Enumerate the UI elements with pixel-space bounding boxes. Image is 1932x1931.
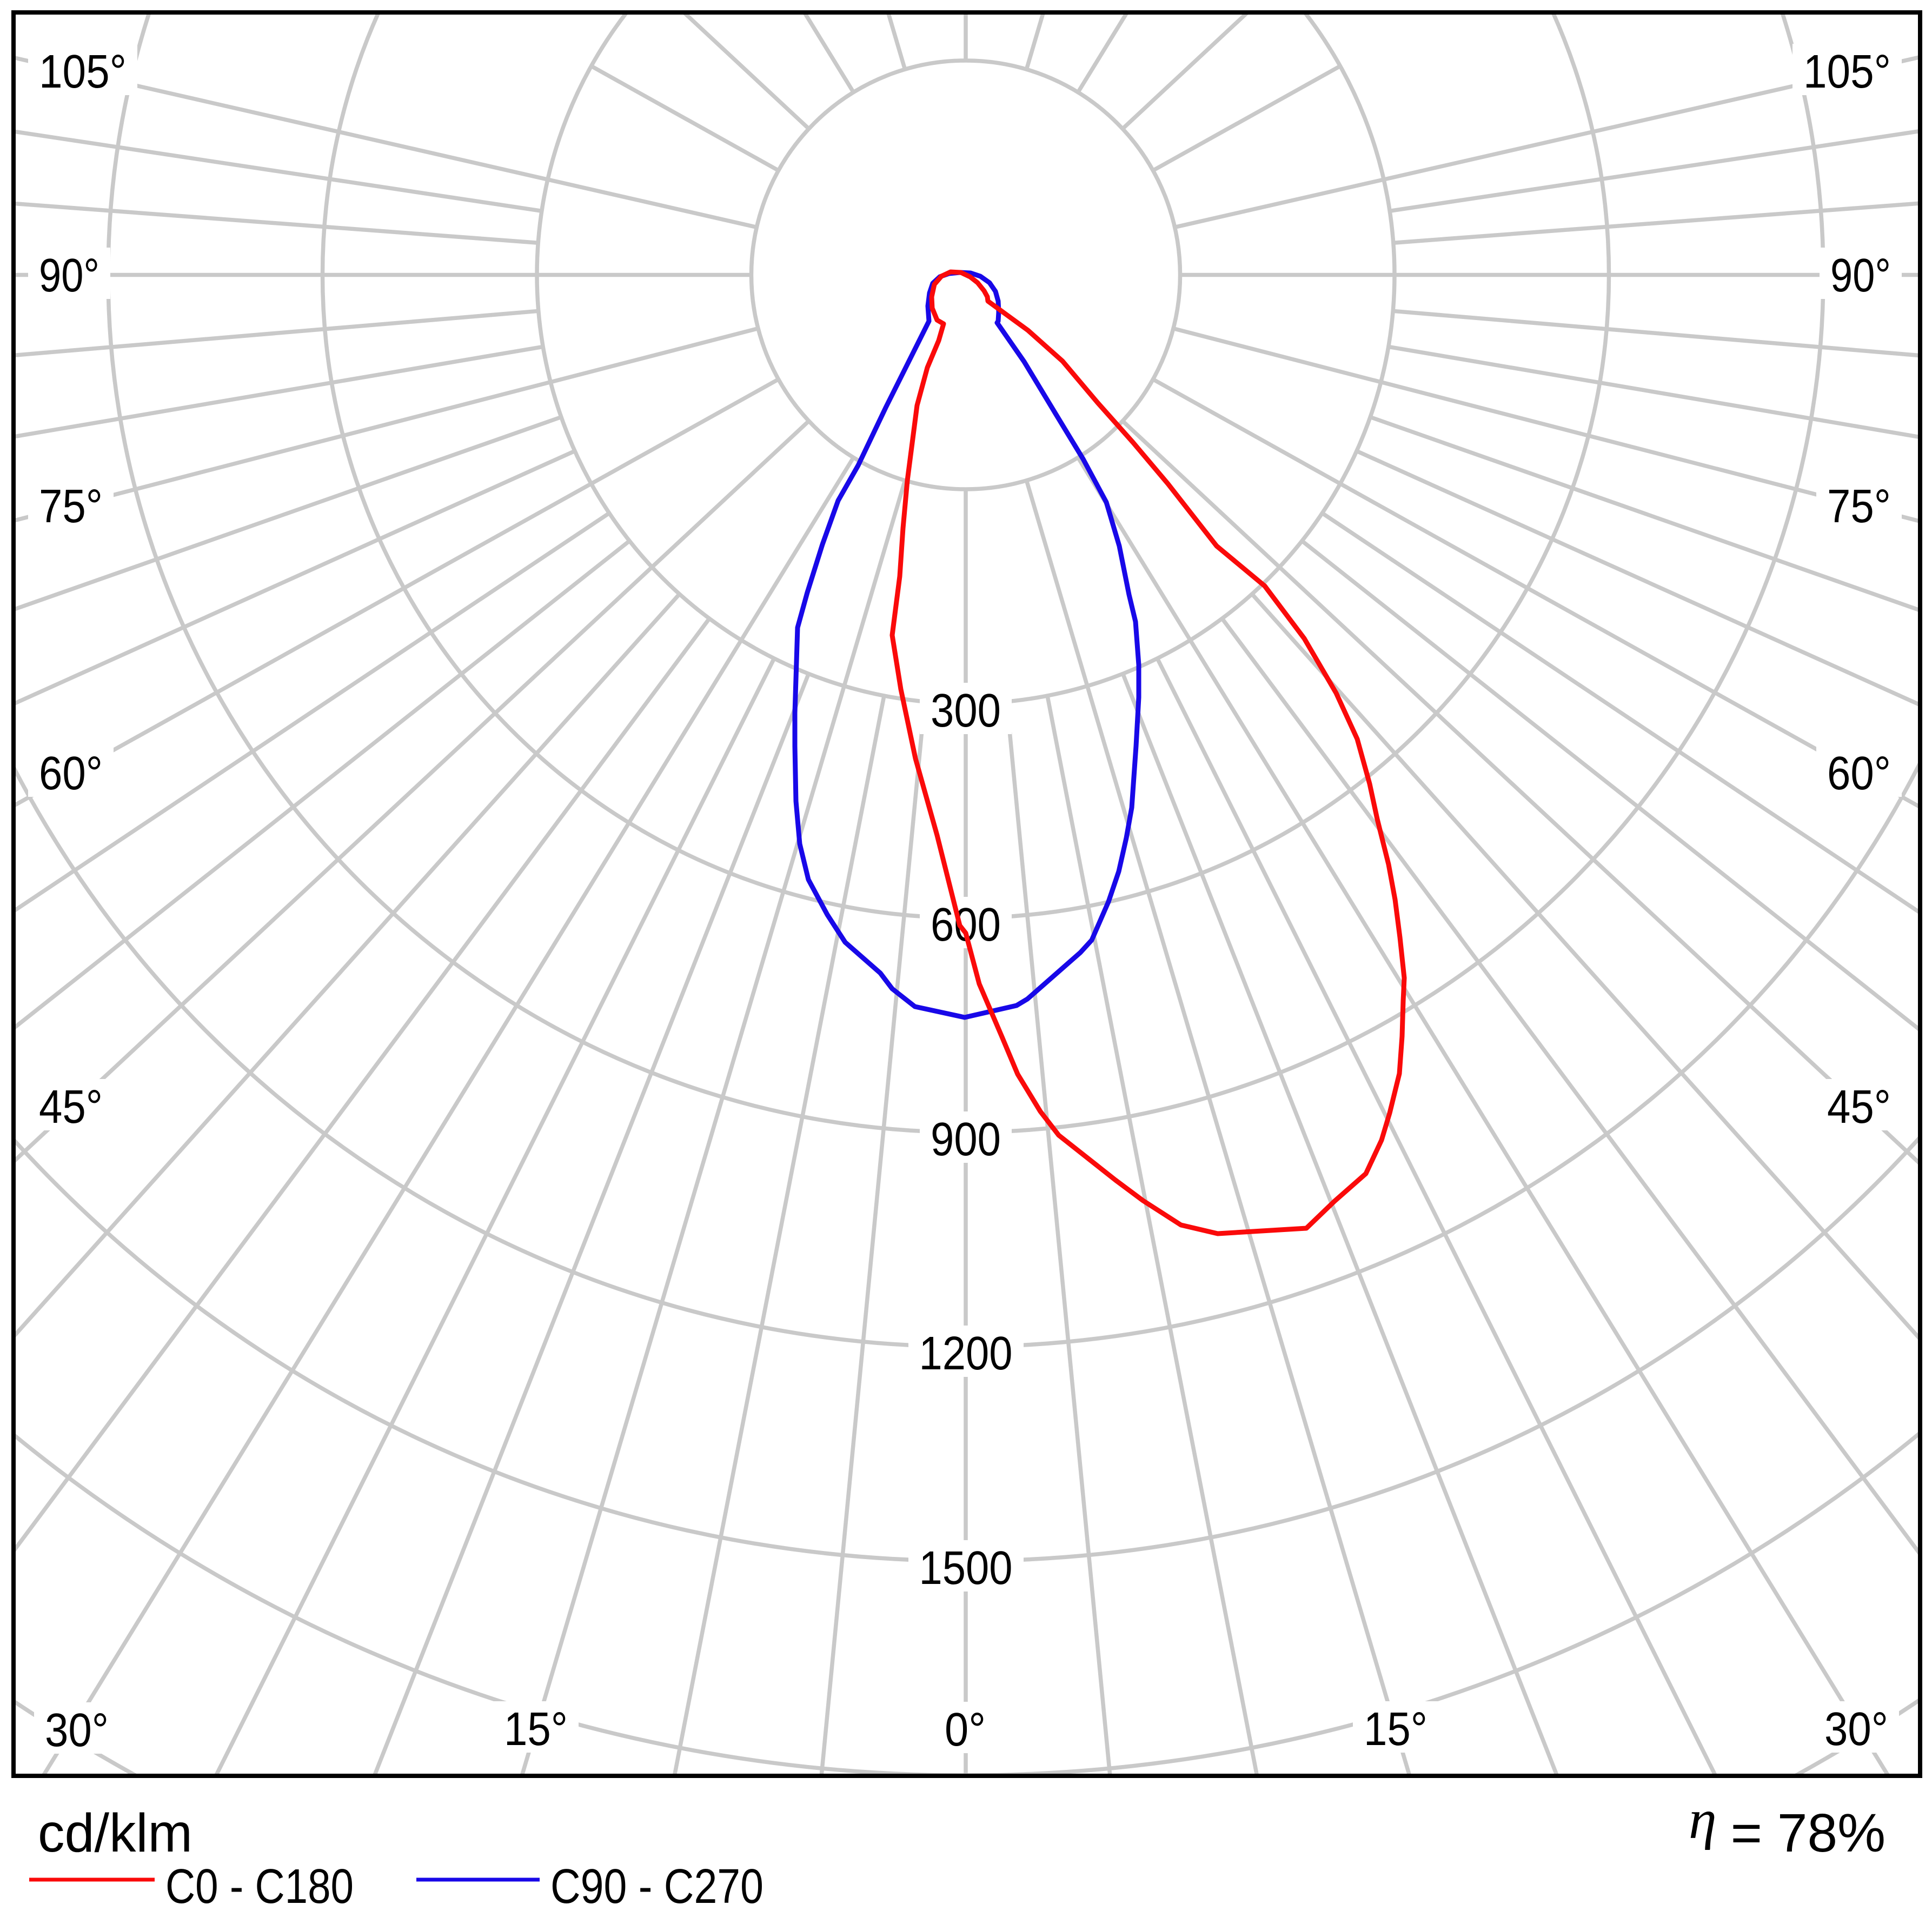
svg-text:60°: 60°: [1827, 747, 1891, 800]
svg-text:105°: 105°: [1803, 45, 1891, 98]
svg-text:60°: 60°: [39, 747, 103, 800]
svg-text:600: 600: [931, 898, 1001, 951]
svg-text:90°: 90°: [39, 249, 99, 302]
svg-text:30°: 30°: [1824, 1703, 1888, 1755]
svg-text:C0 - C180: C0 - C180: [165, 1860, 354, 1914]
svg-text:15°: 15°: [504, 1703, 568, 1755]
svg-text:1500: 1500: [919, 1542, 1013, 1594]
svg-text:C90 - C270: C90 - C270: [550, 1860, 763, 1914]
svg-text:cd/klm: cd/klm: [38, 1803, 192, 1863]
svg-text:η: η: [1689, 1788, 1717, 1850]
svg-text:30°: 30°: [45, 1704, 109, 1756]
svg-text:900: 900: [931, 1113, 1001, 1166]
svg-text:105°: 105°: [39, 45, 127, 98]
svg-text:75°: 75°: [1827, 480, 1891, 532]
svg-text:45°: 45°: [39, 1081, 103, 1133]
svg-text:= 78%: = 78%: [1731, 1803, 1885, 1863]
svg-text:0°: 0°: [945, 1703, 986, 1756]
svg-text:45°: 45°: [1827, 1081, 1891, 1133]
svg-text:75°: 75°: [39, 480, 103, 532]
svg-text:90°: 90°: [1830, 249, 1891, 302]
svg-text:15°: 15°: [1364, 1703, 1428, 1755]
svg-text:300: 300: [931, 684, 1001, 737]
svg-text:1200: 1200: [919, 1327, 1013, 1380]
